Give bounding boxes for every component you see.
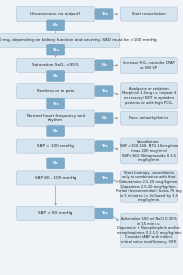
FancyBboxPatch shape	[95, 208, 113, 219]
FancyBboxPatch shape	[121, 83, 177, 109]
Text: Adrenaline 500 ml NaCl 0.45%
in 15 min i.v.
Dopamine + Norephinphrin and/or
nore: Adrenaline 500 ml NaCl 0.45% in 15 min i…	[117, 217, 181, 244]
Text: Pace, antiarrhythmics: Pace, antiarrhythmics	[129, 116, 169, 120]
Text: Normal heart frequency and
rhythm: Normal heart frequency and rhythm	[27, 114, 85, 122]
FancyBboxPatch shape	[121, 57, 177, 73]
Text: Saturation SaO₂ <95%: Saturation SaO₂ <95%	[32, 63, 79, 67]
FancyBboxPatch shape	[16, 139, 95, 153]
Text: Yes: Yes	[101, 89, 107, 93]
Text: No: No	[53, 74, 58, 78]
Text: Yes: Yes	[101, 211, 107, 216]
FancyBboxPatch shape	[47, 71, 65, 81]
Text: Restless or in pain: Restless or in pain	[37, 89, 74, 93]
Text: Vasodilation:
SBP >100-160: NTG 10mcg/min
(max 200 mcg/min)
SBP>160: Nitroprussi: Vasodilation: SBP >100-160: NTG 10mcg/mi…	[120, 140, 178, 162]
FancyBboxPatch shape	[47, 126, 65, 136]
Text: Analgesia or sedation:
Morphine 1-5mg i.v. (repeat if
necessary) NOT in opioiden: Analgesia or sedation: Morphine 1-5mg i.…	[122, 87, 176, 104]
FancyBboxPatch shape	[121, 213, 177, 248]
Text: Start resuscitation: Start resuscitation	[132, 12, 166, 16]
FancyBboxPatch shape	[95, 9, 113, 20]
Text: SBP < 80 mmHg: SBP < 80 mmHg	[38, 211, 73, 216]
Text: No: No	[53, 129, 58, 133]
FancyBboxPatch shape	[121, 7, 177, 21]
Text: SBP 80 - 100 mmHg: SBP 80 - 100 mmHg	[35, 176, 76, 180]
FancyBboxPatch shape	[47, 98, 65, 109]
FancyBboxPatch shape	[16, 84, 95, 99]
FancyBboxPatch shape	[47, 20, 65, 31]
Text: Furosemide i.v. 80-160 mg, depending on kidney function and severity. SBD must b: Furosemide i.v. 80-160 mg, depending on …	[0, 39, 156, 42]
FancyBboxPatch shape	[95, 86, 113, 97]
Text: Start Inotropy, vasodilation
only in combination with that.
Dobutamine 2.5-20 mc: Start Inotropy, vasodilation only in com…	[116, 171, 182, 202]
Text: Yes: Yes	[52, 101, 59, 106]
FancyBboxPatch shape	[16, 58, 95, 72]
FancyBboxPatch shape	[121, 171, 177, 202]
FancyBboxPatch shape	[95, 172, 113, 183]
Text: Yes: Yes	[52, 48, 59, 52]
FancyBboxPatch shape	[121, 138, 177, 164]
Text: No: No	[101, 116, 107, 120]
FancyBboxPatch shape	[16, 110, 95, 126]
Text: Increase FiO₂, consider CPAP
or NIV VP: Increase FiO₂, consider CPAP or NIV VP	[123, 61, 175, 70]
Text: Yes: Yes	[101, 12, 107, 16]
FancyBboxPatch shape	[95, 141, 113, 152]
Text: Unconscious, no output?: Unconscious, no output?	[30, 12, 81, 16]
FancyBboxPatch shape	[16, 207, 95, 221]
Text: No: No	[101, 63, 107, 67]
FancyBboxPatch shape	[95, 113, 113, 123]
FancyBboxPatch shape	[0, 34, 120, 48]
FancyBboxPatch shape	[121, 111, 177, 125]
Text: SBP > 100 mmHg: SBP > 100 mmHg	[37, 144, 74, 148]
FancyBboxPatch shape	[95, 60, 113, 71]
FancyBboxPatch shape	[47, 44, 65, 55]
FancyBboxPatch shape	[16, 171, 95, 185]
FancyBboxPatch shape	[16, 7, 95, 22]
Text: Yes: Yes	[101, 144, 107, 148]
FancyBboxPatch shape	[47, 158, 65, 169]
Text: No: No	[53, 161, 58, 165]
Text: No: No	[53, 23, 58, 28]
Text: Yes: Yes	[101, 176, 107, 180]
